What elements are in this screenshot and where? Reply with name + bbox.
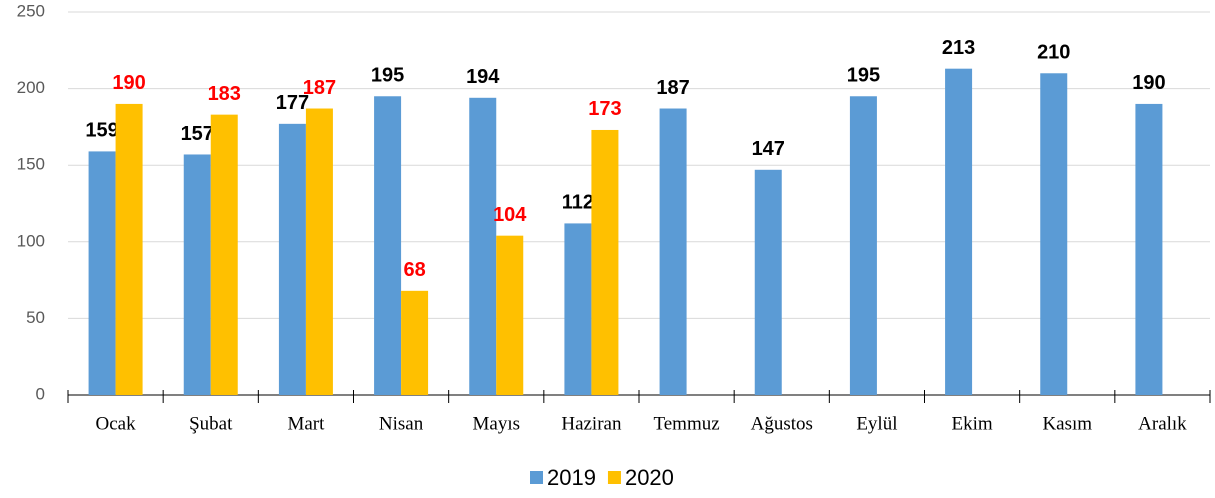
data-label: 177: [276, 92, 309, 114]
bar: [210, 114, 238, 396]
bar: [659, 108, 687, 396]
bar: [469, 97, 497, 396]
bar: [401, 290, 429, 395]
y-tick-label: 100: [17, 231, 45, 250]
x-tick-label: Ocak: [96, 413, 137, 434]
x-tick-label: Eylül: [856, 413, 897, 434]
data-label: 187: [656, 77, 689, 99]
bar: [1040, 73, 1068, 395]
bar: [183, 154, 211, 395]
legend-swatch: [530, 471, 543, 484]
bar: [754, 169, 782, 395]
y-tick-label: 200: [17, 78, 45, 97]
bar: [305, 108, 333, 396]
legend-label: 2019: [547, 465, 596, 490]
bar: [115, 103, 143, 396]
data-label: 68: [403, 259, 425, 281]
data-label: 159: [85, 120, 118, 142]
x-tick-label: Aralık: [1138, 413, 1187, 434]
data-label: 157: [181, 123, 214, 145]
y-tick-label: 50: [26, 308, 45, 327]
bar: [88, 151, 116, 395]
data-label: 173: [588, 98, 621, 120]
y-tick-label: 150: [17, 155, 45, 174]
data-label: 213: [942, 37, 975, 59]
x-tick-label: Temmuz: [653, 413, 719, 434]
data-label: 187: [303, 77, 336, 99]
data-label: 190: [1132, 72, 1165, 94]
data-label: 210: [1037, 42, 1070, 64]
y-tick-label: 0: [36, 384, 45, 403]
x-tick-label: Mayıs: [473, 413, 521, 434]
x-tick-label: Şubat: [189, 413, 233, 434]
bar: [278, 123, 306, 395]
x-tick-label: Haziran: [561, 413, 622, 434]
legend-swatch: [607, 471, 621, 484]
bar: [496, 235, 524, 395]
bar: [591, 129, 619, 396]
x-tick-label: Ağustos: [751, 413, 813, 434]
data-label: 195: [371, 65, 404, 87]
data-label: 195: [847, 65, 880, 87]
data-label: 104: [493, 204, 527, 226]
x-tick-label: Mart: [287, 413, 325, 434]
bar: [564, 223, 592, 395]
data-label: 183: [208, 83, 241, 105]
data-label: 194: [466, 66, 500, 88]
data-label: 112: [562, 192, 594, 214]
legend-label: 2020: [625, 465, 674, 490]
x-tick-label: Ekim: [951, 413, 992, 434]
x-tick-label: Nisan: [379, 413, 424, 434]
bar: [1135, 103, 1163, 396]
data-label: 147: [752, 138, 785, 160]
bar: [945, 68, 973, 396]
bar: [849, 96, 877, 395]
y-tick-label: 250: [17, 1, 45, 20]
x-tick-label: Kasım: [1042, 413, 1092, 434]
data-label: 190: [112, 72, 145, 94]
bar: [374, 96, 402, 395]
